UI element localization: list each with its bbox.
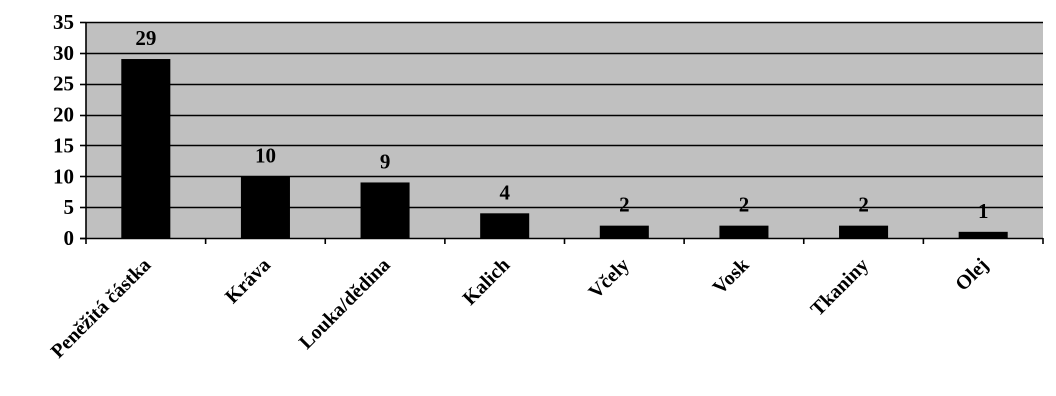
x-axis-labels: Peněžitá částka Kráva Louka/dědina Kalich Vč…: [47, 253, 993, 362]
y-tick-label: 5: [64, 195, 75, 219]
axes: [80, 21, 1044, 244]
data-label: 2: [858, 193, 869, 217]
y-tick-label: 10: [53, 164, 74, 188]
data-labels: 29 10 9 4 2 2 2 1: [135, 26, 988, 223]
data-label: 1: [978, 199, 989, 223]
y-tick-label: 35: [53, 10, 74, 34]
y-axis-ticks: 0 5 10 15 20 25 30 35: [53, 10, 74, 250]
y-tick-label: 25: [53, 72, 74, 96]
bars: [121, 59, 1008, 239]
bar: [839, 225, 889, 238]
x-tick-label: Tkaniny: [806, 254, 873, 321]
data-label: 29: [135, 26, 156, 50]
x-tick-label: Vosk: [709, 253, 755, 299]
bar: [480, 213, 530, 238]
y-tick-label: 20: [53, 103, 74, 127]
y-tick-label: 30: [53, 41, 74, 65]
bar: [719, 225, 769, 238]
data-label: 9: [380, 149, 391, 173]
data-label: 2: [739, 193, 750, 217]
x-tick-label: Louka/dědina: [295, 254, 395, 354]
bar: [958, 231, 1008, 238]
bar: [121, 59, 171, 239]
x-tick-label: Olej: [951, 254, 992, 295]
x-tick-label: Peněžitá částka: [47, 254, 156, 363]
bar: [599, 225, 649, 238]
data-label: 10: [255, 143, 276, 167]
data-label: 4: [499, 180, 510, 204]
plot-area: [86, 22, 1043, 238]
bar: [240, 176, 290, 238]
bar: [360, 182, 410, 238]
x-tick-label: Kalich: [459, 254, 515, 310]
y-tick-label: 0: [64, 226, 75, 250]
x-tick-label: Kráva: [221, 254, 275, 308]
data-label: 2: [619, 193, 630, 217]
y-tick-label: 15: [53, 133, 74, 157]
x-tick-label: Včely: [585, 254, 634, 303]
